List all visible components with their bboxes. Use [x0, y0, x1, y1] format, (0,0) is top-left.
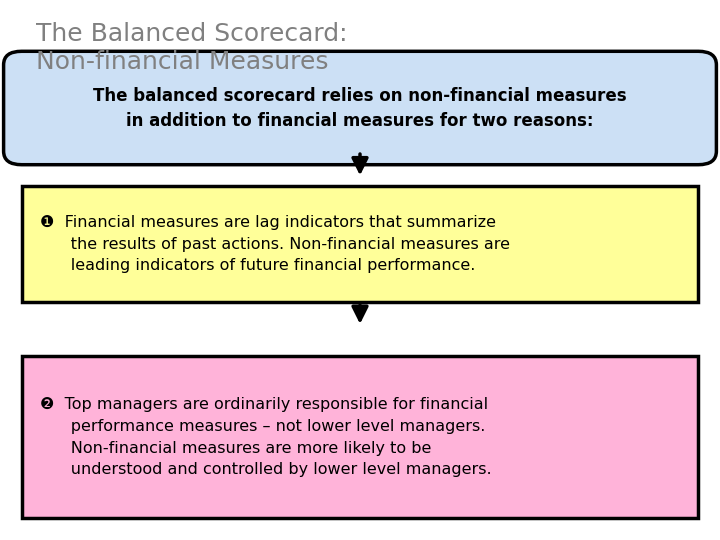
Text: The balanced scorecard relies on non-financial measures
in addition to financial: The balanced scorecard relies on non-fin… [93, 86, 627, 130]
FancyBboxPatch shape [22, 356, 698, 518]
FancyBboxPatch shape [4, 51, 716, 165]
Text: ❶  Financial measures are lag indicators that summarize
      the results of pas: ❶ Financial measures are lag indicators … [40, 215, 510, 273]
FancyBboxPatch shape [22, 186, 698, 302]
Text: ❷  Top managers are ordinarily responsible for financial
      performance measu: ❷ Top managers are ordinarily responsibl… [40, 397, 491, 477]
Text: The Balanced Scorecard:
Non-financial Measures: The Balanced Scorecard: Non-financial Me… [36, 22, 348, 75]
